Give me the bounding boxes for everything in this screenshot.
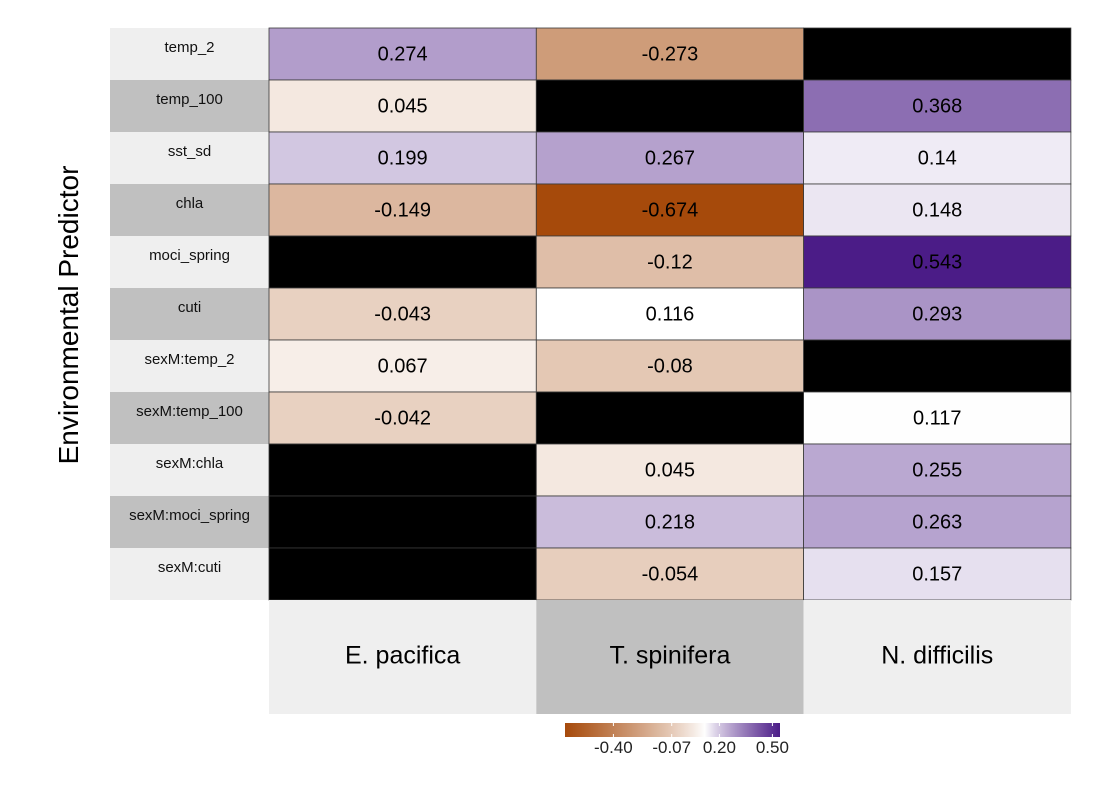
- row-label-bg: [110, 184, 269, 236]
- heatmap-cell: [803, 131, 1072, 185]
- legend-tick-label: -0.40: [594, 738, 633, 757]
- heatmap-cell: [535, 547, 804, 601]
- cell-value-label: 0.045: [645, 459, 695, 481]
- cell-value-label: -0.149: [374, 199, 431, 221]
- y-axis-label: Environmental Predictor: [53, 165, 84, 465]
- cell-value-label: -0.042: [374, 407, 431, 429]
- cell-value-label: -0.273: [642, 43, 699, 65]
- heatmap-cell: [268, 495, 537, 549]
- cell-value-label: 0.14: [918, 147, 957, 169]
- column-label-bg: [803, 600, 1071, 714]
- cell-value-label: 0.199: [378, 147, 428, 169]
- row-label: temp_100: [156, 91, 223, 108]
- row-label: cuti: [178, 299, 201, 316]
- heatmap-cell: [268, 131, 537, 185]
- heatmap-cell: [268, 235, 537, 289]
- heatmap-cell: [268, 79, 537, 133]
- cell-value-label: 0.218: [645, 511, 695, 533]
- column-label: E. pacifica: [345, 642, 460, 670]
- heatmap-cell: [268, 391, 537, 445]
- cell-value-label: 0.274: [378, 43, 428, 65]
- cell-value-label: -0.054: [642, 563, 699, 585]
- cell-value-label: 0.067: [378, 355, 428, 377]
- row-label-bg: [110, 340, 269, 392]
- row-label-bg: [110, 444, 269, 496]
- column-label: T. spinifera: [610, 642, 731, 670]
- row-label-bg: [110, 392, 269, 444]
- cell-value-label: -0.08: [647, 355, 693, 377]
- row-label-bg: [110, 80, 269, 132]
- cell-value-label: 0.116: [646, 303, 695, 325]
- row-label-bg: [110, 548, 269, 600]
- heatmap-cell: [535, 131, 804, 185]
- heatmap-cell: [803, 391, 1072, 445]
- cell-value-label: 0.263: [912, 511, 962, 533]
- row-label-bg: [110, 288, 269, 340]
- cell-value-label: 0.157: [912, 563, 962, 585]
- column-label: N. difficilis: [881, 642, 993, 670]
- heatmap-cell: [535, 287, 804, 341]
- row-label-bg: [110, 28, 269, 80]
- heatmap-cell: [535, 27, 804, 81]
- heatmap-cell: [535, 339, 804, 393]
- heatmap-cell: [268, 183, 537, 237]
- heatmap-cell: [803, 287, 1072, 341]
- cell-value-label: 0.267: [645, 147, 695, 169]
- heatmap-cell: [268, 547, 537, 601]
- cell-value-label: 0.543: [912, 251, 962, 273]
- heatmap-cell: [803, 27, 1072, 81]
- cell-value-label: 0.255: [912, 459, 962, 481]
- legend-tick-label: -0.07: [652, 738, 691, 757]
- row-label: sexM:moci_spring: [129, 507, 250, 524]
- row-label-bg: [110, 132, 269, 184]
- row-label: sexM:chla: [156, 455, 224, 472]
- column-label-bg: [536, 600, 804, 714]
- row-label: moci_spring: [149, 247, 230, 264]
- row-label: sexM:temp_100: [136, 403, 243, 420]
- heatmap-cell: [535, 183, 804, 237]
- row-label: chla: [176, 195, 204, 212]
- heatmap-cell: [535, 79, 804, 133]
- heatmap-cell: [803, 339, 1072, 393]
- row-label: sexM:cuti: [158, 559, 221, 576]
- row-label: sexM:temp_2: [144, 351, 234, 368]
- heatmap-cell: [803, 547, 1072, 601]
- row-label: temp_2: [164, 39, 214, 56]
- heatmap-cell: [268, 443, 537, 497]
- cell-value-label: 0.148: [912, 199, 962, 221]
- cell-value-label: -0.043: [374, 303, 431, 325]
- legend-tick-label: 0.50: [756, 738, 789, 757]
- heatmap-cell: [268, 287, 537, 341]
- row-label-bg: [110, 236, 269, 288]
- cell-value-label: 0.368: [912, 95, 962, 117]
- heatmap-cell: [268, 339, 537, 393]
- legend-colorbar: [565, 723, 780, 737]
- heatmap-cell: [535, 235, 804, 289]
- row-label-bg: [110, 496, 269, 548]
- cell-value-label: -0.674: [642, 199, 699, 221]
- heatmap-cell: [535, 495, 804, 549]
- heatmap-cell: [803, 79, 1072, 133]
- heatmap-cell: [803, 443, 1072, 497]
- cell-value-label: -0.12: [647, 251, 693, 273]
- column-label-bg: [269, 600, 537, 714]
- cell-value-label: 0.293: [912, 303, 962, 325]
- cell-value-label: 0.045: [378, 95, 428, 117]
- heatmap-cell: [803, 183, 1072, 237]
- row-label: sst_sd: [168, 143, 211, 160]
- heatmap-cell: [803, 235, 1072, 289]
- legend-tick-label: 0.20: [703, 738, 736, 757]
- heatmap-cell: [535, 391, 804, 445]
- cell-value-label: 0.117: [913, 407, 962, 429]
